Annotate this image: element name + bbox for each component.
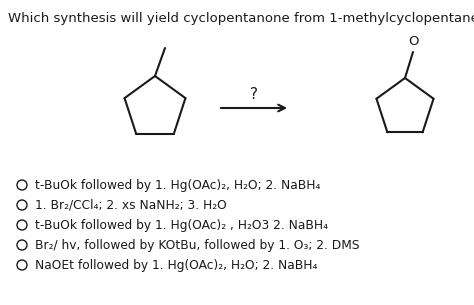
Text: O: O (409, 35, 419, 48)
Text: Br₂/ hv, followed by KOtBu, followed by 1. O₃; 2. DMS: Br₂/ hv, followed by KOtBu, followed by … (35, 239, 359, 252)
Text: Which synthesis will yield cyclopentanone from 1-methylcyclopentane?: Which synthesis will yield cyclopentanon… (8, 12, 474, 25)
Text: ?: ? (250, 87, 258, 102)
Text: t-BuOk followed by 1. Hg(OAc)₂, H₂O; 2. NaBH₄: t-BuOk followed by 1. Hg(OAc)₂, H₂O; 2. … (35, 178, 320, 192)
Text: 1. Br₂/CCl₄; 2. xs NaNH₂; 3. H₂O: 1. Br₂/CCl₄; 2. xs NaNH₂; 3. H₂O (35, 199, 227, 211)
Text: NaOEt followed by 1. Hg(OAc)₂, H₂O; 2. NaBH₄: NaOEt followed by 1. Hg(OAc)₂, H₂O; 2. N… (35, 259, 318, 271)
Text: t-BuOk followed by 1. Hg(OAc)₂ , H₂O3 2. NaBH₄: t-BuOk followed by 1. Hg(OAc)₂ , H₂O3 2.… (35, 218, 328, 231)
